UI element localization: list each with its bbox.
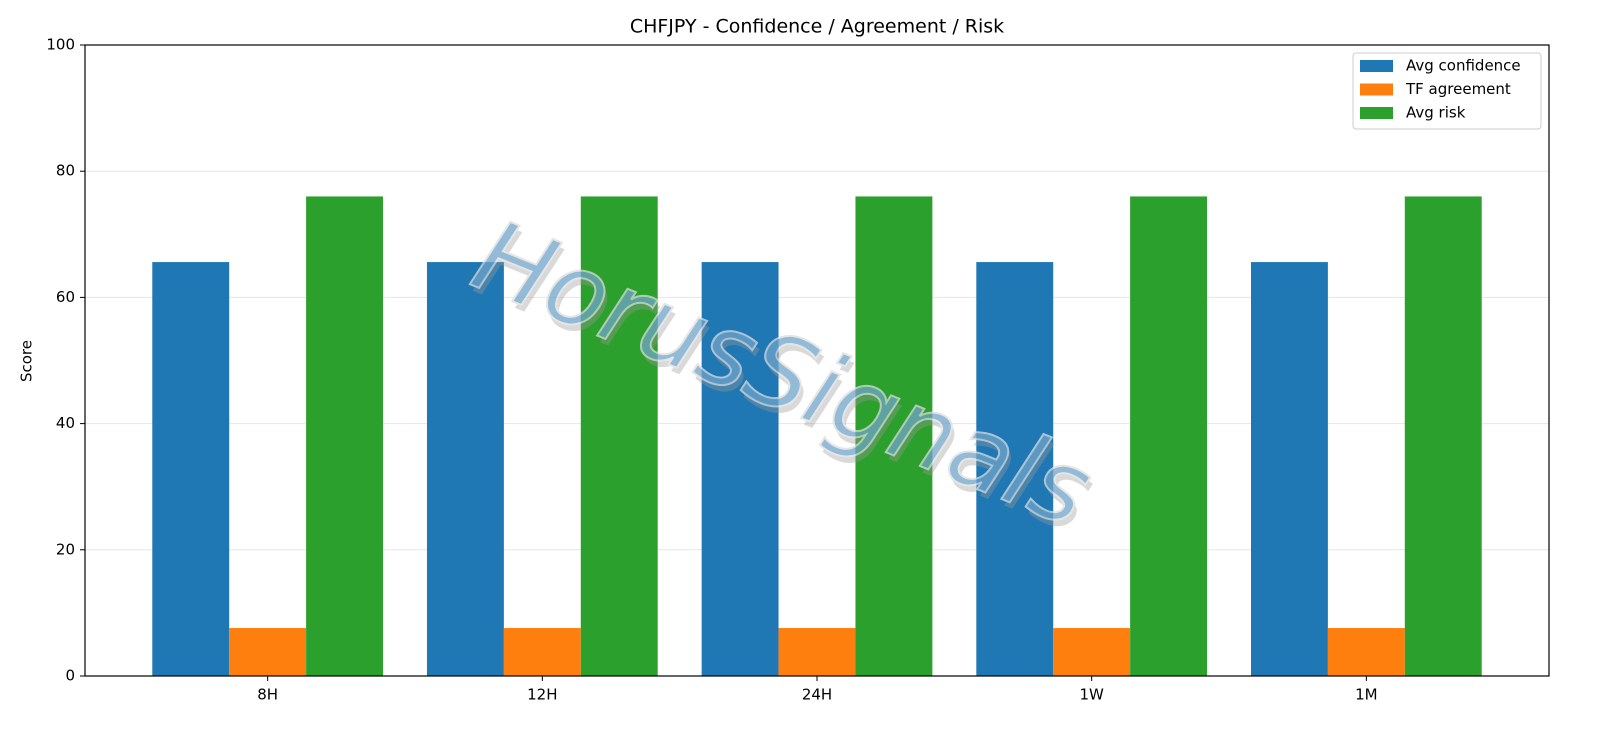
bar (1327, 628, 1405, 676)
legend-label: TF agreement (1405, 80, 1511, 98)
bar (855, 196, 933, 676)
bar (1404, 196, 1482, 676)
y-tick-label: 100 (46, 36, 75, 54)
legend-label: Avg confidence (1406, 57, 1521, 75)
bar (426, 262, 504, 676)
bar (701, 262, 779, 676)
y-tick-label: 40 (56, 414, 75, 432)
bar (976, 262, 1054, 676)
bar (1130, 196, 1208, 676)
x-tick-label: 24H (802, 686, 832, 704)
x-tick-label: 1W (1079, 686, 1104, 704)
bar (503, 628, 581, 676)
y-axis-label: Score (18, 340, 36, 382)
bar (152, 262, 230, 676)
bar (229, 628, 307, 676)
y-tick-label: 20 (56, 540, 75, 558)
x-tick-label: 8H (257, 686, 278, 704)
bar (580, 196, 658, 676)
y-tick-label: 60 (56, 288, 75, 306)
bar (1250, 262, 1328, 676)
bar (778, 628, 856, 676)
y-tick-label: 80 (56, 162, 75, 180)
legend-swatch (1360, 107, 1393, 119)
legend-swatch (1360, 83, 1393, 96)
bar (1053, 628, 1131, 676)
y-tick-label: 0 (65, 667, 75, 685)
legend-label: Avg risk (1406, 104, 1466, 122)
legend-box (1352, 52, 1542, 130)
bar (306, 196, 384, 676)
x-tick-label: 12H (527, 686, 557, 704)
plot-frame (84, 44, 1550, 677)
chart-title: CHFJPY - Confidence / Agreement / Risk (630, 16, 1004, 38)
x-tick-label: 1M (1355, 686, 1378, 704)
legend-swatch (1360, 60, 1393, 72)
